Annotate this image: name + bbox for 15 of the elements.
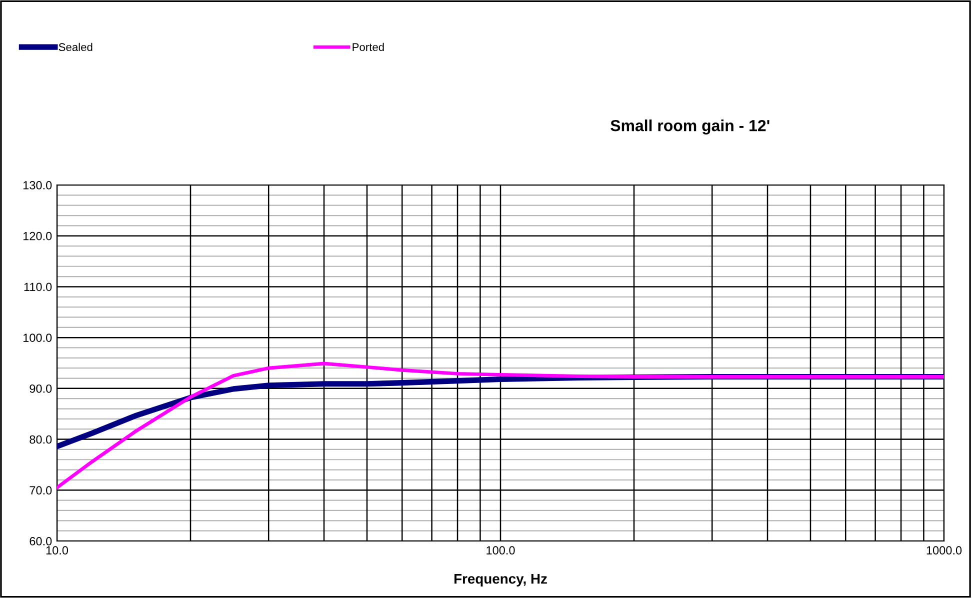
x-tick-label: 10.0 [46, 546, 68, 555]
y-tick-label: 130.0 [24, 181, 52, 190]
y-tick-label: 70.0 [30, 486, 52, 495]
y-tick-label: 110.0 [24, 282, 52, 292]
y-tick-label: 100.0 [24, 334, 52, 342]
y-tick-label: 80.0 [30, 435, 52, 444]
chart-title: Small room gain - 12' [610, 120, 770, 134]
legend-label: Sealed [58, 42, 92, 52]
y-tick-label: 60.0 [30, 537, 52, 546]
legend-label: Ported [352, 42, 384, 52]
x-tick-label: 1000.0 [926, 546, 962, 555]
y-tick-label: 120.0 [24, 232, 52, 240]
x-tick-label: 100.0 [486, 546, 515, 555]
y-tick-label: 90.0 [30, 384, 52, 393]
x-axis-title: Frequency, Hz [454, 574, 547, 586]
